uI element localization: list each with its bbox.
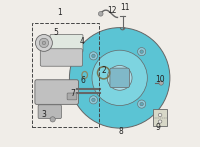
FancyBboxPatch shape	[50, 35, 83, 52]
Circle shape	[114, 72, 125, 84]
Circle shape	[159, 81, 163, 85]
Circle shape	[138, 48, 146, 56]
Circle shape	[140, 102, 143, 106]
Bar	[153, 109, 167, 126]
FancyBboxPatch shape	[67, 93, 77, 100]
Circle shape	[92, 50, 147, 106]
Circle shape	[138, 100, 146, 108]
Text: 3: 3	[42, 110, 46, 119]
Circle shape	[140, 50, 143, 53]
Text: 11: 11	[120, 4, 130, 12]
FancyBboxPatch shape	[38, 105, 61, 119]
Text: 12: 12	[108, 6, 117, 15]
FancyBboxPatch shape	[110, 68, 129, 88]
FancyBboxPatch shape	[35, 80, 78, 104]
Circle shape	[35, 35, 52, 51]
Circle shape	[69, 28, 170, 128]
Text: 4: 4	[80, 37, 85, 46]
Circle shape	[89, 52, 98, 60]
Circle shape	[39, 38, 49, 48]
Circle shape	[92, 54, 95, 58]
Text: 5: 5	[53, 28, 58, 37]
Text: 1: 1	[57, 8, 62, 17]
Circle shape	[107, 66, 132, 90]
Ellipse shape	[158, 120, 162, 123]
Circle shape	[42, 41, 46, 45]
Text: 8: 8	[118, 127, 123, 136]
Text: 9: 9	[155, 123, 160, 132]
Ellipse shape	[158, 113, 162, 117]
FancyBboxPatch shape	[40, 49, 83, 66]
Circle shape	[92, 98, 95, 102]
Circle shape	[50, 117, 55, 122]
Bar	[32, 22, 99, 127]
Text: 10: 10	[155, 75, 165, 84]
Text: 2: 2	[101, 66, 106, 75]
Text: 7: 7	[70, 89, 75, 98]
Text: 6: 6	[81, 76, 86, 85]
Circle shape	[89, 96, 98, 104]
Circle shape	[98, 11, 103, 16]
